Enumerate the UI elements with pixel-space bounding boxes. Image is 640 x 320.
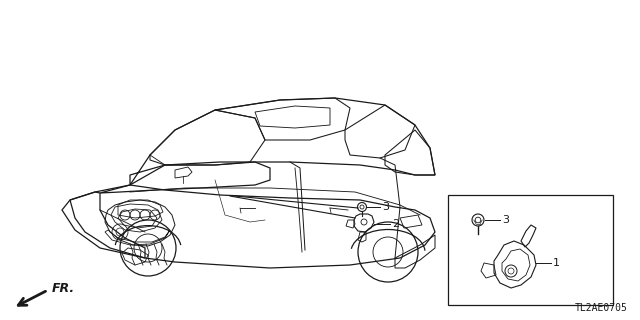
Text: 1: 1 [553, 258, 560, 268]
Text: TL2AE0705: TL2AE0705 [575, 303, 628, 313]
Text: 2: 2 [392, 219, 399, 229]
Text: FR.: FR. [52, 283, 75, 295]
Text: 3: 3 [502, 215, 509, 225]
Bar [448, 195, 613, 305]
Text: 3: 3 [382, 202, 389, 212]
